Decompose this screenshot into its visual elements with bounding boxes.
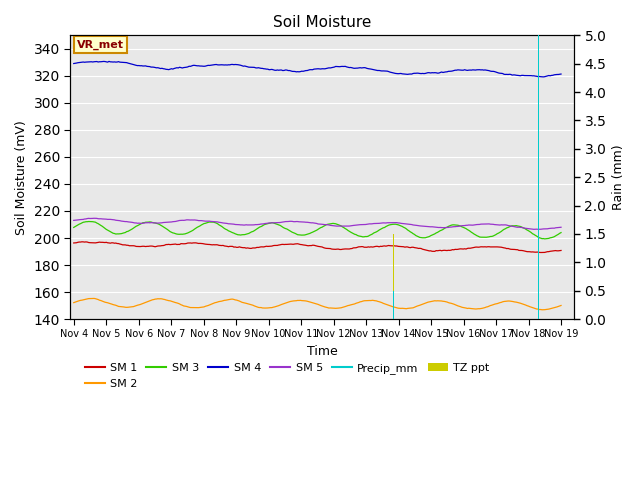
Y-axis label: Soil Moisture (mV): Soil Moisture (mV) xyxy=(15,120,28,235)
Bar xyxy=(393,291,394,319)
Y-axis label: Rain (mm): Rain (mm) xyxy=(612,144,625,210)
X-axis label: Time: Time xyxy=(307,345,338,358)
Title: Soil Moisture: Soil Moisture xyxy=(273,15,371,30)
Bar xyxy=(393,234,394,319)
Bar xyxy=(538,36,539,319)
Legend: SM 1, SM 2, SM 3, SM 4, SM 5, Precip_mm, TZ ppt: SM 1, SM 2, SM 3, SM 4, SM 5, Precip_mm,… xyxy=(80,359,494,393)
Text: VR_met: VR_met xyxy=(77,39,124,50)
Bar xyxy=(538,36,539,319)
